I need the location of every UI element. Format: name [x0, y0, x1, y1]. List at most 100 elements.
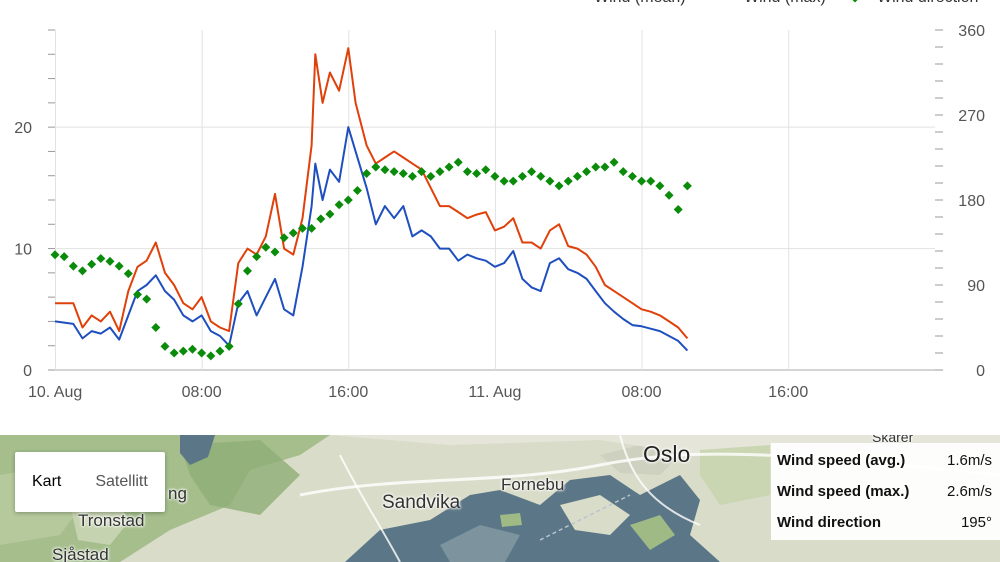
wind-direction-point — [618, 167, 628, 177]
y-left-tick-label: 0 — [23, 363, 32, 380]
wind-direction-point — [389, 167, 399, 177]
wind-direction-point — [288, 228, 298, 238]
y-left-tick-label: 10 — [14, 242, 32, 259]
wind-direction-point — [325, 209, 335, 219]
wind-direction-point — [96, 254, 106, 264]
wind-direction-point — [316, 214, 326, 224]
wind-direction-point — [261, 242, 271, 252]
wind-direction-point — [362, 169, 372, 179]
info-value: 195° — [960, 514, 992, 531]
wind-direction-point — [142, 294, 152, 304]
wind-direction-point — [591, 162, 601, 172]
legend-item-label: Wind direction — [877, 0, 978, 6]
wind-direction-point — [600, 162, 610, 172]
wind-chart: 0 10 20 0 90 180 270 360 10. Aug 08:00 16:00 11. Au… — [14, 0, 985, 401]
wind-direction-point — [178, 346, 188, 356]
wind-direction-point — [50, 250, 60, 260]
wind-direction-point — [334, 200, 344, 210]
place-label-skarer: Skårer — [872, 435, 914, 445]
wind-direction-point — [252, 252, 262, 262]
info-value: 1.6m/s — [946, 452, 992, 469]
wind-direction-point — [197, 348, 207, 358]
wind-direction-point — [472, 169, 482, 179]
info-row-max: Wind speed (max.) 2.6m/s — [771, 476, 1000, 507]
wind-direction-point — [123, 269, 133, 279]
legend-item-label: Wind (mean) — [594, 0, 686, 6]
wind-direction-point — [536, 171, 546, 181]
wind-direction-point — [499, 176, 509, 186]
wind-direction-point — [627, 171, 637, 181]
place-label-fornebu: Fornebu — [501, 475, 565, 494]
wind-direction-point — [508, 176, 518, 186]
info-value: 2.6m/s — [946, 483, 992, 500]
wind-direction-point — [206, 351, 216, 361]
x-tick-label: 08:00 — [182, 384, 222, 401]
wind-direction-point — [609, 157, 619, 167]
y-right-tick-label: 270 — [958, 108, 985, 125]
wind-direction-point — [270, 247, 280, 257]
wind-direction-point — [169, 348, 179, 358]
wind-direction-point — [673, 204, 683, 214]
x-tick-label: 16:00 — [768, 384, 808, 401]
x-tick-label: 08:00 — [622, 384, 662, 401]
wind-direction-point — [224, 341, 234, 351]
wind-direction-point — [582, 167, 592, 177]
wind-direction-point — [481, 165, 491, 175]
wind-direction-point — [297, 223, 307, 233]
wind-direction-point — [682, 181, 692, 191]
wind-direction-point — [279, 233, 289, 243]
wind-direction-point — [343, 195, 353, 205]
wind-direction-point — [435, 167, 445, 177]
y-right-tick-label: 0 — [976, 363, 985, 380]
wind-direction-point — [572, 171, 582, 181]
satellite-view-button[interactable]: Satellitt — [95, 473, 148, 490]
wind-direction-point — [160, 341, 170, 351]
wind-direction-point — [114, 261, 124, 271]
wind-direction-point — [655, 181, 665, 191]
wind-direction-point — [187, 344, 197, 354]
wind-direction-point — [490, 171, 500, 181]
x-tick-label: 11. Aug — [468, 384, 521, 401]
map-type-toggle[interactable]: Kart Satellitt — [15, 452, 165, 512]
wind-direction-point — [637, 176, 647, 186]
chart-axes: 0 10 20 0 90 180 270 360 10. Aug 08:00 16:00 11. Au… — [14, 23, 985, 401]
legend-symbol — [852, 0, 858, 3]
y-right-tick-label: 180 — [958, 193, 985, 210]
wind-direction-point — [527, 167, 537, 177]
wind-direction-point — [77, 266, 87, 276]
place-label-oslo: Oslo — [643, 441, 691, 467]
wind-direction-point — [398, 169, 408, 179]
wind-direction-point — [380, 165, 390, 175]
wind-direction-point — [59, 252, 69, 262]
wind-direction-point — [352, 186, 362, 196]
wind-direction-point — [462, 167, 472, 177]
wind-max-line — [55, 47, 689, 340]
info-row-avg: Wind speed (avg.) 1.6m/s — [771, 445, 1000, 476]
wind-direction-point — [87, 259, 97, 269]
wind-direction-point — [517, 171, 527, 181]
wind-direction-point — [371, 162, 381, 172]
y-left-tick-label: 20 — [14, 120, 32, 137]
map-panel[interactable]: Kart Satellitt ng Tronstad Sjåstad Sandv… — [0, 435, 1000, 562]
wind-direction-point — [151, 323, 161, 332]
map-view-button[interactable]: Kart — [32, 473, 62, 490]
wind-direction-point — [233, 299, 243, 309]
y-right-tick-label: 360 — [958, 23, 985, 40]
info-label: Wind speed (max.) — [777, 483, 910, 500]
wind-direction-point — [242, 266, 252, 276]
info-label: Wind speed (avg.) — [777, 452, 906, 469]
wind-info-panel: Wind speed (avg.) 1.6m/s Wind speed (max… — [771, 443, 1000, 540]
wind-direction-point — [417, 167, 427, 177]
wind-direction-point — [444, 162, 454, 172]
chart-legend[interactable]: Wind (mean) Wind (max) Wind direction — [594, 0, 978, 6]
wind-direction-point — [105, 256, 115, 266]
info-row-direction: Wind direction 195° — [771, 507, 1000, 538]
wind-direction-point — [554, 181, 564, 191]
place-label-sandvika: Sandvika — [382, 492, 461, 513]
wind-direction-point — [426, 171, 436, 181]
y-right-tick-label: 90 — [967, 278, 985, 295]
wind-direction-markers — [50, 157, 692, 361]
wind-direction-point — [453, 157, 463, 167]
wind-direction-point — [545, 176, 555, 186]
x-tick-label: 16:00 — [328, 384, 368, 401]
